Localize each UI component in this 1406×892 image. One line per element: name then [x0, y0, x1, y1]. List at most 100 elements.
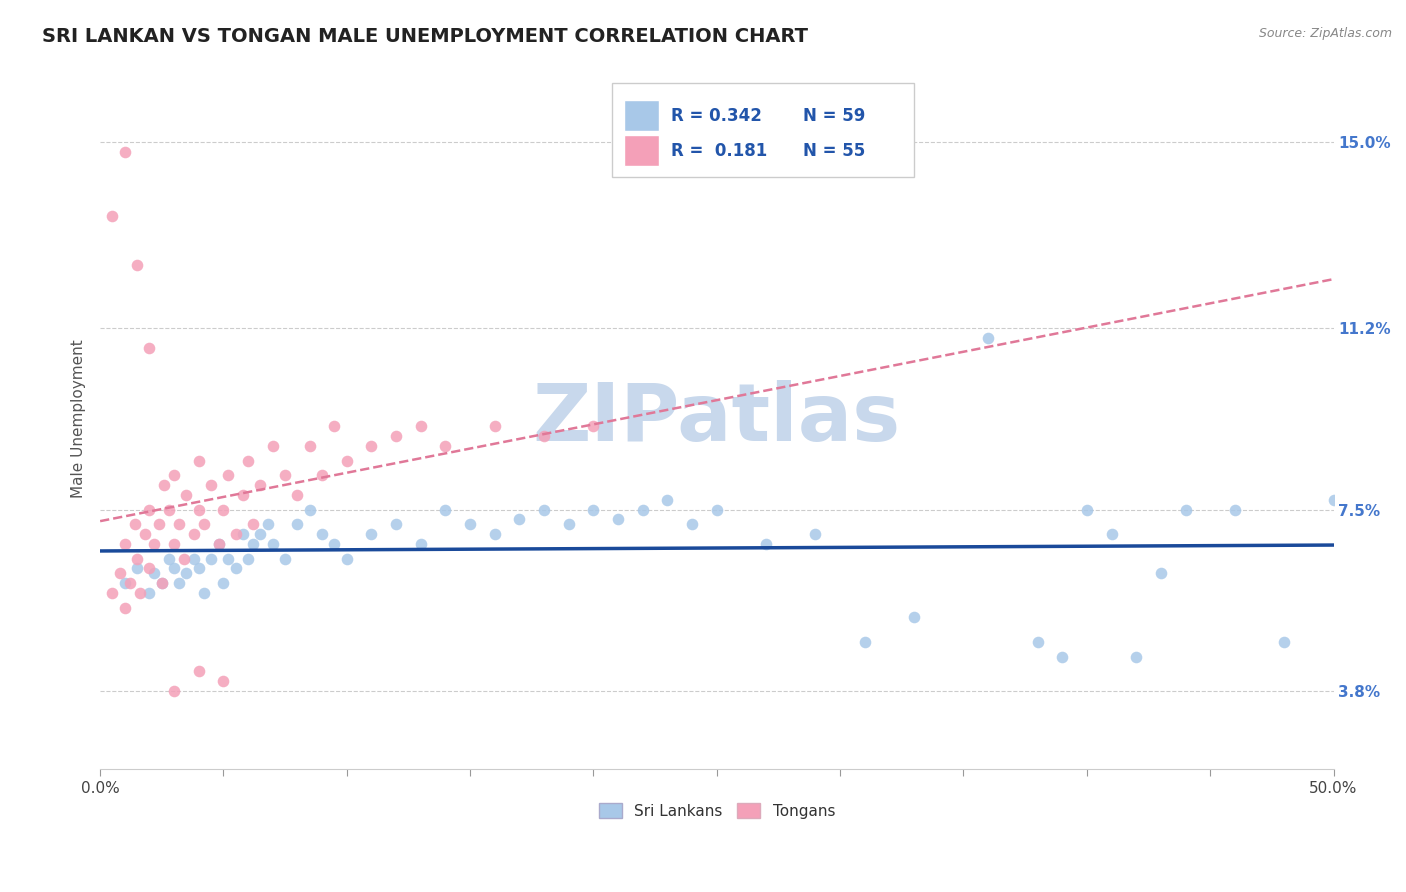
Point	[114, 600, 136, 615]
Point	[200, 478, 222, 492]
Point	[1026, 635, 1049, 649]
Point	[977, 331, 1000, 345]
Point	[193, 586, 215, 600]
Point	[323, 419, 346, 434]
Point	[434, 439, 457, 453]
Point	[311, 527, 333, 541]
Point	[150, 576, 173, 591]
Point	[173, 551, 195, 566]
Point	[458, 517, 481, 532]
Point	[157, 551, 180, 566]
Point	[124, 517, 146, 532]
Point	[533, 502, 555, 516]
Point	[127, 258, 149, 272]
Point	[187, 561, 209, 575]
Point	[101, 209, 124, 223]
Point	[262, 439, 284, 453]
Point	[242, 517, 264, 532]
Point	[232, 527, 254, 541]
Point	[1174, 502, 1197, 516]
Point	[360, 439, 382, 453]
Text: R = 0.342: R = 0.342	[671, 107, 762, 125]
Point	[1050, 649, 1073, 664]
Point	[225, 561, 247, 575]
FancyBboxPatch shape	[612, 83, 914, 178]
Point	[187, 502, 209, 516]
Point	[138, 586, 160, 600]
Y-axis label: Male Unemployment: Male Unemployment	[72, 340, 86, 499]
Point	[298, 439, 321, 453]
Text: ZIPatlas: ZIPatlas	[533, 380, 901, 458]
Point	[207, 537, 229, 551]
Point	[274, 468, 297, 483]
Point	[336, 551, 359, 566]
Point	[193, 517, 215, 532]
Point	[187, 665, 209, 679]
Point	[176, 566, 198, 581]
Point	[1125, 649, 1147, 664]
Point	[167, 576, 190, 591]
Point	[582, 502, 605, 516]
Point	[101, 586, 124, 600]
Point	[582, 419, 605, 434]
Point	[262, 537, 284, 551]
Point	[200, 551, 222, 566]
Point	[385, 517, 408, 532]
Point	[508, 512, 530, 526]
Point	[385, 429, 408, 443]
Point	[183, 527, 205, 541]
Text: N = 55: N = 55	[803, 142, 866, 160]
Point	[114, 145, 136, 159]
Point	[755, 537, 778, 551]
Point	[1101, 527, 1123, 541]
Point	[409, 537, 432, 551]
FancyBboxPatch shape	[624, 135, 659, 167]
Point	[1223, 502, 1246, 516]
FancyBboxPatch shape	[624, 100, 659, 131]
Point	[249, 478, 271, 492]
Point	[323, 537, 346, 551]
Point	[128, 586, 150, 600]
Point	[148, 517, 170, 532]
Point	[212, 576, 235, 591]
Point	[232, 488, 254, 502]
Point	[903, 610, 925, 624]
Point	[212, 502, 235, 516]
Point	[127, 561, 149, 575]
Text: R =  0.181: R = 0.181	[671, 142, 768, 160]
Point	[1272, 635, 1295, 649]
Legend: Sri Lankans, Tongans: Sri Lankans, Tongans	[592, 797, 841, 825]
Point	[657, 492, 679, 507]
Point	[287, 488, 309, 502]
Point	[249, 527, 271, 541]
Point	[607, 512, 630, 526]
Point	[114, 576, 136, 591]
Point	[1076, 502, 1098, 516]
Point	[409, 419, 432, 434]
Point	[183, 551, 205, 566]
Point	[484, 527, 506, 541]
Point	[108, 566, 131, 581]
Text: Source: ZipAtlas.com: Source: ZipAtlas.com	[1258, 27, 1392, 40]
Point	[558, 517, 581, 532]
Point	[163, 537, 186, 551]
Point	[163, 468, 186, 483]
Point	[533, 429, 555, 443]
Point	[242, 537, 264, 551]
Point	[207, 537, 229, 551]
Point	[118, 576, 141, 591]
Point	[163, 684, 186, 698]
Point	[434, 502, 457, 516]
Point	[157, 502, 180, 516]
Point	[217, 468, 239, 483]
Point	[311, 468, 333, 483]
Point	[217, 551, 239, 566]
Point	[298, 502, 321, 516]
Point	[706, 502, 728, 516]
Text: N = 59: N = 59	[803, 107, 866, 125]
Point	[853, 635, 876, 649]
Point	[1322, 492, 1344, 507]
Text: SRI LANKAN VS TONGAN MALE UNEMPLOYMENT CORRELATION CHART: SRI LANKAN VS TONGAN MALE UNEMPLOYMENT C…	[42, 27, 808, 45]
Point	[631, 502, 654, 516]
Point	[143, 566, 166, 581]
